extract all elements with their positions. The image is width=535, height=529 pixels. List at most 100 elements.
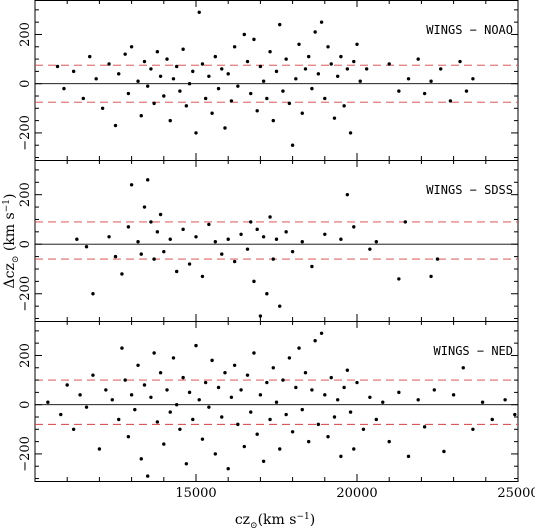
data-point — [271, 257, 275, 261]
data-point — [123, 378, 127, 382]
data-point — [249, 91, 253, 96]
data-point — [200, 274, 205, 279]
data-point — [284, 57, 288, 61]
data-point — [168, 237, 172, 241]
data-point — [297, 346, 301, 350]
data-point — [265, 292, 269, 296]
data-point — [249, 410, 253, 414]
data-point — [184, 462, 189, 466]
data-point — [461, 366, 465, 370]
data-point — [261, 235, 266, 239]
data-point — [139, 457, 143, 461]
x-axis-title-unit-close: ) — [310, 512, 315, 528]
data-point — [342, 385, 346, 390]
data-point — [100, 106, 105, 111]
data-point — [258, 314, 263, 318]
data-point — [268, 417, 272, 422]
data-point — [136, 363, 140, 368]
data-point — [381, 400, 385, 404]
data-point — [274, 237, 279, 241]
data-point — [406, 77, 411, 81]
data-point — [136, 79, 140, 83]
y-tick-label: −200 — [18, 115, 33, 151]
data-point — [78, 393, 82, 397]
data-point — [146, 84, 150, 88]
data-point — [126, 434, 131, 439]
data-point — [194, 235, 198, 239]
y-tick-label: 0 — [18, 401, 33, 409]
data-point — [284, 412, 288, 417]
data-point — [226, 466, 230, 471]
y-tick-label: 200 — [18, 182, 33, 207]
data-point — [435, 257, 440, 261]
data-point — [178, 427, 182, 432]
data-point — [297, 42, 301, 47]
data-point — [155, 420, 160, 424]
data-point — [274, 400, 279, 404]
data-point — [113, 123, 118, 128]
x-axis-title-main: cz — [235, 512, 250, 528]
data-point — [242, 32, 246, 37]
data-point — [255, 432, 259, 436]
data-point — [146, 474, 150, 478]
x-axis-title-sup: −1 — [296, 512, 309, 522]
data-point — [194, 343, 198, 348]
data-point — [307, 54, 311, 59]
data-point — [300, 240, 304, 244]
data-point — [352, 59, 356, 64]
data-point — [197, 10, 201, 15]
data-point — [252, 37, 256, 42]
data-point — [265, 380, 269, 385]
data-point — [97, 447, 102, 451]
data-point — [88, 54, 92, 59]
data-point — [358, 79, 362, 83]
data-point — [158, 74, 163, 79]
data-point — [181, 375, 185, 380]
data-point — [345, 192, 350, 197]
data-point — [278, 22, 282, 27]
data-point — [191, 69, 195, 74]
data-point — [397, 89, 401, 93]
data-point — [245, 59, 250, 64]
data-point — [503, 398, 507, 402]
data-point — [191, 417, 195, 422]
data-point — [226, 72, 230, 76]
data-point — [416, 57, 420, 61]
data-point — [348, 131, 353, 135]
data-point — [255, 227, 259, 232]
data-point — [397, 277, 401, 281]
data-point — [133, 407, 137, 412]
x-axis-title-sub: ⊙ — [250, 521, 258, 529]
data-point — [271, 118, 275, 123]
data-point — [300, 407, 304, 412]
data-point — [213, 54, 218, 59]
data-point — [374, 417, 379, 422]
data-point — [316, 72, 321, 76]
data-point — [229, 99, 234, 103]
data-point — [136, 240, 140, 244]
data-point — [374, 240, 379, 244]
data-point — [352, 447, 356, 451]
data-point — [165, 388, 169, 392]
data-point — [162, 249, 166, 254]
data-point — [129, 393, 134, 397]
panel-1: −200 0 200 WINGS − NOAO — [18, 0, 519, 161]
data-point — [207, 222, 211, 227]
data-point — [229, 395, 234, 400]
data-point — [213, 452, 218, 456]
panel-label: WINGS − NED — [434, 344, 513, 358]
data-point — [278, 447, 282, 451]
data-point — [184, 104, 189, 108]
data-point — [226, 237, 230, 241]
data-point — [142, 383, 147, 387]
data-point — [194, 131, 198, 135]
data-point — [213, 240, 218, 244]
data-point — [290, 430, 295, 434]
data-point — [110, 398, 114, 402]
data-point — [258, 64, 263, 69]
data-point — [422, 425, 427, 429]
data-point — [316, 422, 321, 427]
data-point — [126, 225, 131, 229]
data-point — [113, 254, 118, 259]
data-point — [471, 77, 475, 81]
